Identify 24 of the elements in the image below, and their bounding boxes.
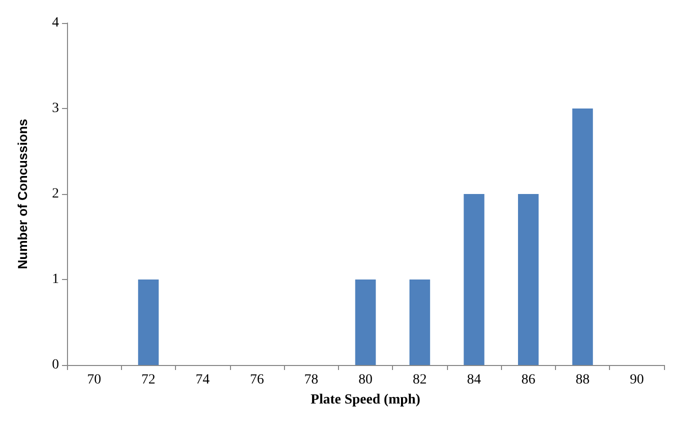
bar (464, 194, 484, 365)
x-tick-label: 82 (412, 372, 427, 388)
x-tick-label: 78 (304, 372, 318, 388)
x-tick-label: 76 (250, 372, 264, 388)
x-tick-label: 90 (630, 372, 644, 388)
x-tick-label: 84 (467, 372, 482, 388)
x-tick-label: 88 (576, 372, 590, 388)
y-tick-label: 0 (52, 358, 59, 372)
bar (518, 194, 539, 365)
y-axis-title: Number of Concussions (15, 118, 30, 270)
x-tick-label: 74 (196, 372, 210, 388)
x-tick-label: 86 (521, 372, 536, 388)
x-tick-label: 72 (141, 372, 156, 388)
y-tick-label: 1 (52, 272, 59, 287)
bar (409, 280, 430, 365)
x-tick-label: 80 (358, 372, 372, 388)
x-tick-label: 70 (87, 372, 102, 388)
x-axis-title: Plate Speed (mph) (310, 392, 421, 408)
y-tick-label: 2 (52, 186, 59, 202)
y-tick-label: 3 (52, 101, 59, 116)
bar (572, 108, 593, 365)
bar (355, 280, 376, 365)
bar (138, 280, 159, 365)
y-tick-label: 4 (52, 16, 59, 30)
